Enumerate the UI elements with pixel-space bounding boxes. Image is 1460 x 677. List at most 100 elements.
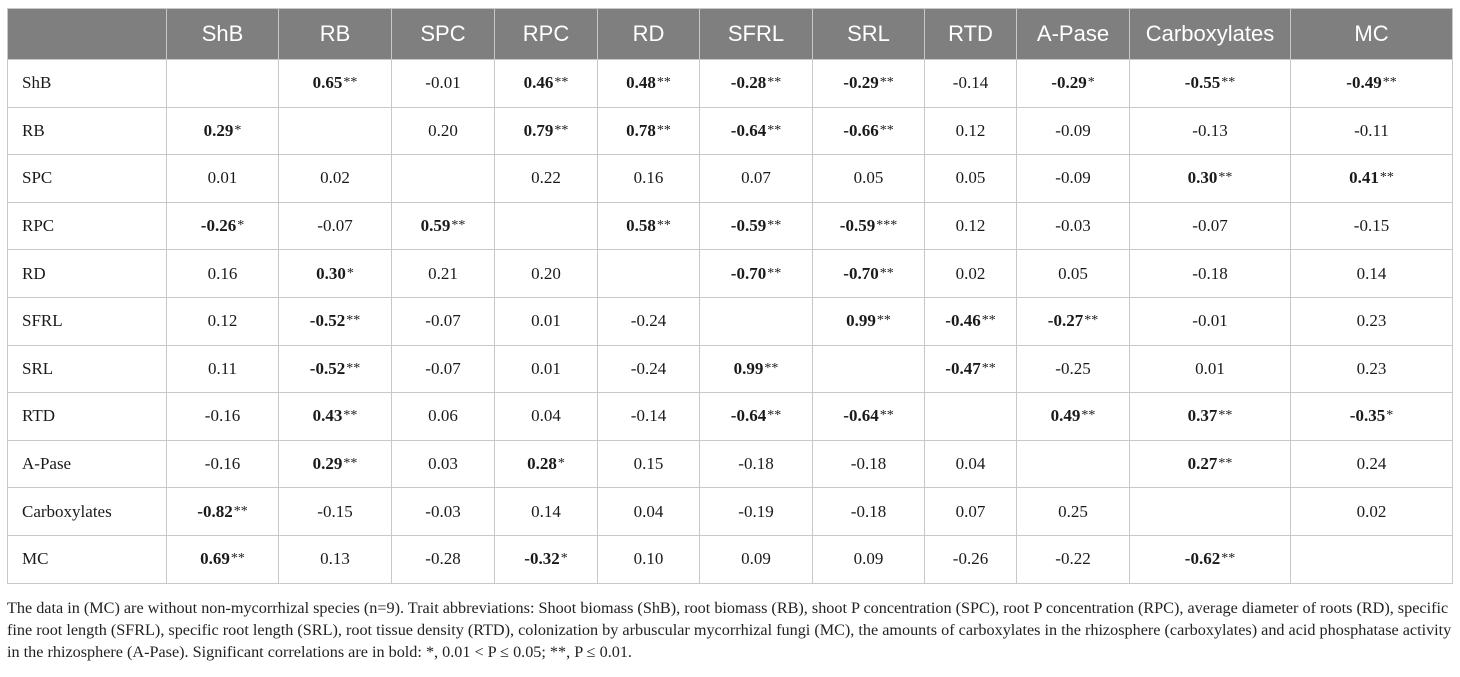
table-row: MC 0.69** 0.13 -0.28 -0.32* 0.10 0.09 0.09 -0.26… xyxy=(7,534,1453,584)
correlation-cell: -0.52** xyxy=(278,296,392,346)
correlation-cell: 0.46** xyxy=(494,59,598,108)
correlation-value: 0.30 xyxy=(316,263,346,283)
significance-marker: ** xyxy=(554,122,569,138)
column-header: SFRL xyxy=(699,8,813,60)
correlation-value: 0.04 xyxy=(633,501,664,521)
column-header: A-Pase xyxy=(1016,8,1130,60)
correlation-cell: -0.01 xyxy=(1129,296,1291,346)
significance-marker: ** xyxy=(767,122,782,138)
correlation-value: -0.28 xyxy=(730,73,767,93)
correlation-cell: 0.06 xyxy=(391,392,495,441)
correlation-cell: -0.07 xyxy=(1129,201,1291,251)
significance-marker: ** xyxy=(343,75,358,91)
correlation-value: -0.09 xyxy=(1055,168,1091,188)
correlation-value: -0.09 xyxy=(1055,120,1091,140)
correlation-cell: 0.28* xyxy=(494,439,598,489)
correlation-value: -0.15 xyxy=(317,501,353,521)
correlation-cell: -0.49** xyxy=(1290,59,1453,108)
correlation-cell: -0.18 xyxy=(812,487,925,536)
correlation-value: -0.62 xyxy=(1184,549,1221,569)
correlation-cell: 0.01 xyxy=(1129,344,1291,394)
correlation-value: 0.02 xyxy=(1356,501,1387,521)
correlation-value: 0.20 xyxy=(531,263,561,283)
correlation-cell: 0.58** xyxy=(597,201,700,251)
correlation-value: 0.16 xyxy=(207,263,238,283)
significance-marker: ** xyxy=(656,122,671,138)
row-header: MC xyxy=(7,534,167,584)
correlation-value: 0.59 xyxy=(420,216,451,236)
table-footnote: The data in (MC) are without non-mycorrh… xyxy=(7,599,1452,661)
correlation-cell: 0.30** xyxy=(1129,154,1291,203)
empty-diagonal-cell xyxy=(699,296,813,346)
significance-marker: * xyxy=(1087,75,1095,91)
column-header: RTD xyxy=(924,8,1017,60)
correlation-cell: -0.35* xyxy=(1290,392,1453,441)
correlation-cell: 0.48** xyxy=(597,59,700,108)
column-header: SPC xyxy=(391,8,495,60)
correlation-table: ShB RB SPC RPC RD SFRL SRL RTD A-Pase Carboxylate… xyxy=(7,8,1453,584)
correlation-cell: 0.24 xyxy=(1290,439,1453,489)
correlation-value: -0.49 xyxy=(1346,73,1382,93)
table-row: RPC -0.26* -0.07 0.59** 0.58** -0.59** -0.59**… xyxy=(7,201,1453,251)
correlation-value: 0.41 xyxy=(1349,168,1379,188)
correlation-value: -0.01 xyxy=(1192,311,1228,331)
correlation-cell: -0.07 xyxy=(278,201,392,251)
correlation-cell: -0.09 xyxy=(1016,154,1130,203)
correlation-cell: 0.49** xyxy=(1016,392,1130,441)
correlation-value: 0.23 xyxy=(1356,311,1387,331)
correlation-value: -0.70 xyxy=(730,263,767,283)
correlation-value: -0.07 xyxy=(317,216,353,236)
correlation-value: -0.52 xyxy=(309,358,346,378)
correlation-value: 0.99 xyxy=(733,358,764,378)
significance-marker: ** xyxy=(879,408,894,424)
correlation-value: 0.05 xyxy=(853,168,884,188)
correlation-value: -0.07 xyxy=(425,311,461,331)
significance-marker: * xyxy=(346,265,354,281)
correlation-value: -0.82 xyxy=(197,501,233,521)
significance-marker: ** xyxy=(1382,75,1397,91)
correlation-value: 0.99 xyxy=(846,311,876,331)
correlation-value: 0.15 xyxy=(633,454,664,474)
correlation-value: 0.05 xyxy=(1058,263,1088,283)
correlation-value: 0.48 xyxy=(626,73,656,93)
correlation-value: 0.02 xyxy=(320,168,350,188)
significance-marker: ** xyxy=(346,313,361,329)
correlation-cell: -0.64** xyxy=(699,392,813,441)
correlation-value: 0.65 xyxy=(312,73,343,93)
significance-marker: * xyxy=(557,456,565,472)
correlation-cell: -0.07 xyxy=(391,344,495,394)
significance-marker: ** xyxy=(346,360,361,376)
correlation-cell: -0.11 xyxy=(1290,106,1453,156)
significance-marker: ** xyxy=(1081,408,1096,424)
correlation-cell: 0.29* xyxy=(166,106,279,156)
column-header: RPC xyxy=(494,8,598,60)
table-row: RTD -0.16 0.43** 0.06 0.04 -0.14 -0.64** -0.64*… xyxy=(7,392,1453,441)
correlation-cell: -0.24 xyxy=(597,344,700,394)
correlation-cell: -0.29** xyxy=(812,59,925,108)
correlation-cell: 0.12 xyxy=(924,106,1017,156)
significance-marker: ** xyxy=(656,218,671,234)
correlation-value: 0.58 xyxy=(626,216,656,236)
significance-marker: ** xyxy=(343,408,358,424)
correlation-value: -0.18 xyxy=(850,454,887,474)
significance-marker: ** xyxy=(767,75,782,91)
table-body: ShB 0.65** -0.01 0.46** 0.48** -0.28** -0.29**… xyxy=(7,59,1453,584)
correlation-value: 0.11 xyxy=(207,358,238,378)
correlation-cell: 0.09 xyxy=(812,534,925,584)
correlation-value: -0.16 xyxy=(204,454,241,474)
correlation-cell: -0.01 xyxy=(391,59,495,108)
correlation-cell: -0.15 xyxy=(278,487,392,536)
correlation-cell: 0.15 xyxy=(597,439,700,489)
correlation-value: 0.12 xyxy=(207,311,238,331)
correlation-table-container: ShB RB SPC RPC RD SFRL SRL RTD A-Pase Carboxylate… xyxy=(7,8,1453,584)
significance-marker: ** xyxy=(1218,170,1233,186)
correlation-value: 0.16 xyxy=(633,168,664,188)
correlation-cell: 0.43** xyxy=(278,392,392,441)
correlation-cell: 0.59** xyxy=(391,201,495,251)
correlation-cell: -0.18 xyxy=(699,439,813,489)
row-header: ShB xyxy=(7,59,167,108)
row-header: RPC xyxy=(7,201,167,251)
correlation-cell: -0.70** xyxy=(699,249,813,298)
correlation-cell: 0.99** xyxy=(812,296,925,346)
table-row: A-Pase -0.16 0.29** 0.03 0.28* 0.15 -0.18 -0.18… xyxy=(7,439,1453,489)
